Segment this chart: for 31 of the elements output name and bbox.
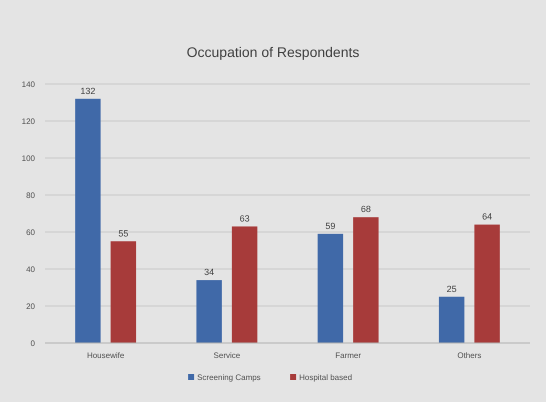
- x-tick-label: Others: [457, 351, 482, 360]
- legend-label: Hospital based: [299, 373, 352, 382]
- bar: [353, 217, 379, 343]
- y-tick-label: 60: [26, 228, 36, 237]
- bar: [232, 226, 258, 343]
- legend-label: Screening Camps: [197, 373, 261, 382]
- bar: [196, 280, 222, 343]
- data-label: 132: [80, 86, 96, 96]
- y-tick-label: 20: [26, 302, 36, 311]
- data-label: 64: [482, 212, 492, 222]
- data-label: 59: [325, 220, 336, 231]
- y-tick-label: 0: [30, 339, 36, 348]
- y-tick-label: 100: [22, 154, 36, 163]
- x-tick-label: Housewife: [86, 351, 125, 360]
- bar: [318, 234, 344, 343]
- data-label: 55: [118, 228, 128, 238]
- x-tick-label: Farmer: [335, 351, 362, 360]
- y-tick-label: 40: [26, 265, 36, 274]
- data-label: 34: [204, 267, 214, 278]
- data-label: 68: [360, 204, 371, 214]
- y-tick-label: 140: [22, 80, 36, 89]
- bar: [474, 224, 500, 343]
- data-label: 25: [446, 284, 457, 294]
- y-tick-label: 120: [22, 117, 36, 126]
- bar: [75, 98, 101, 343]
- data-label: 63: [240, 213, 250, 224]
- bar: [110, 241, 136, 343]
- chart-title: Occupation of Respondents: [186, 44, 360, 60]
- y-tick-label: 80: [26, 191, 36, 200]
- x-tick-label: Service: [214, 351, 241, 360]
- bar: [438, 296, 464, 343]
